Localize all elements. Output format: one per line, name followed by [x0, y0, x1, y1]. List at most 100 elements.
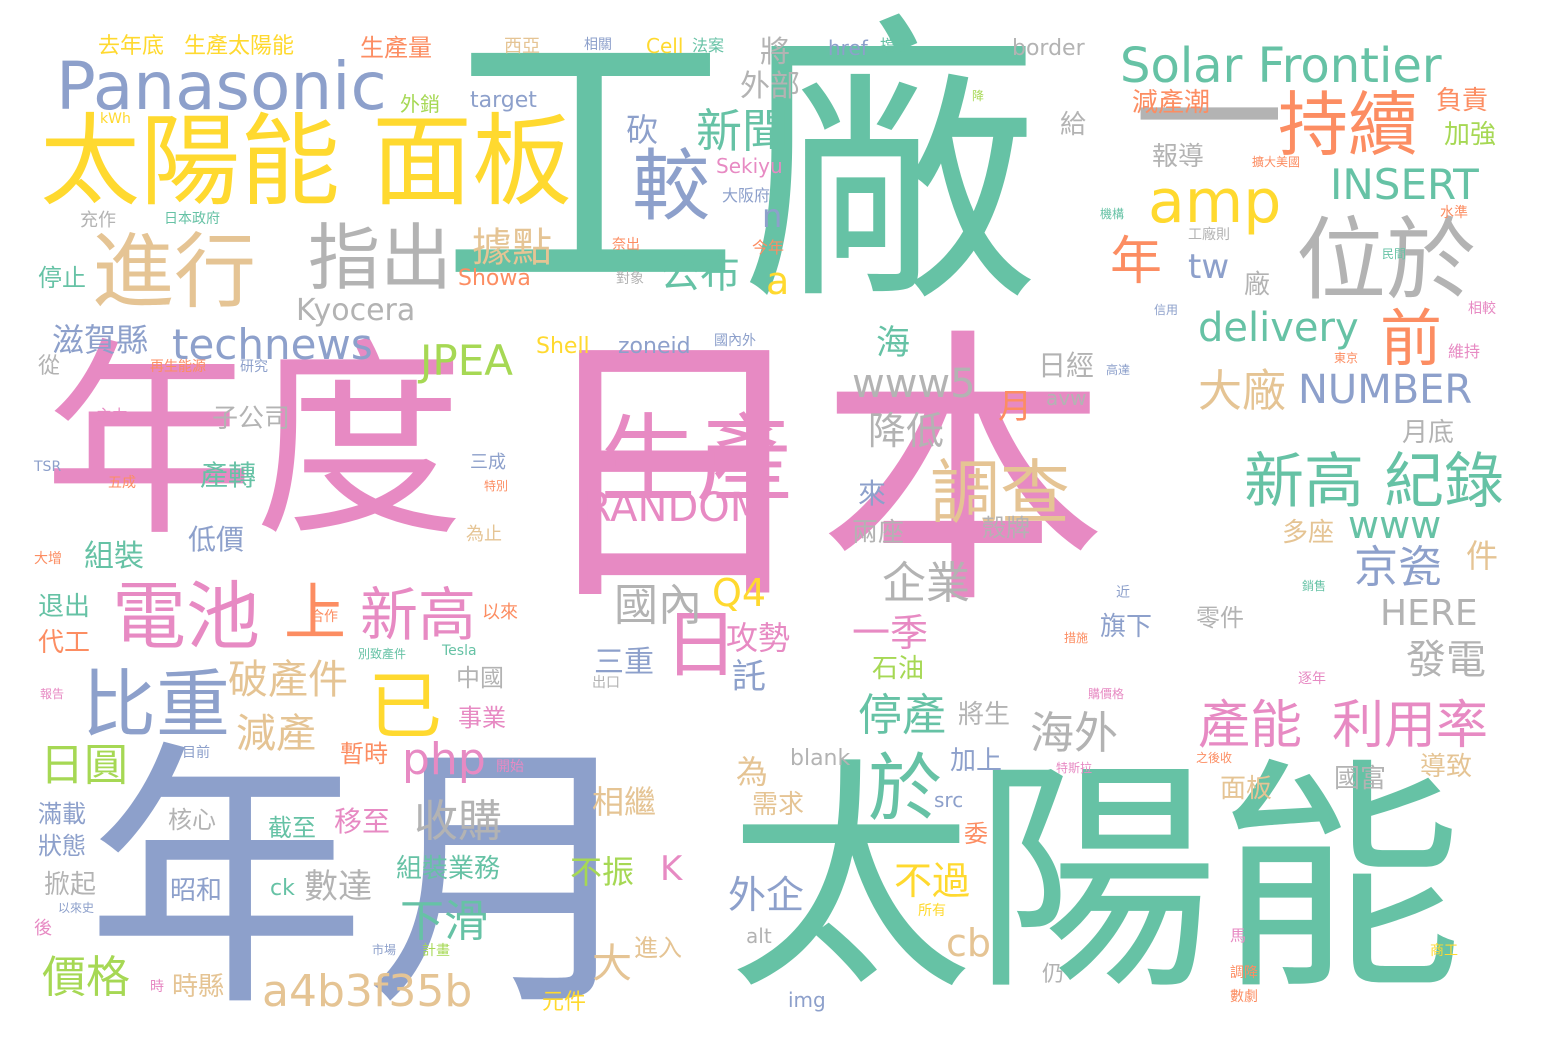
- word-panasonic: Panasonic: [56, 48, 387, 125]
- word-img: img: [788, 988, 826, 1012]
- word-amp: amp: [1148, 167, 1282, 237]
- word-sekiyu: Sekiyu: [716, 154, 783, 178]
- word-gaoda: 高達: [1106, 363, 1131, 377]
- word-qian: 前: [1380, 302, 1443, 375]
- word-shixian: 時縣: [172, 972, 225, 1002]
- word-gongchang: 工廠: [440, 0, 1040, 342]
- word-mianban-small: 面板: [1220, 774, 1273, 804]
- word-random: RANDOM: [584, 485, 765, 531]
- word-dachang: 大廠: [1198, 366, 1286, 417]
- word-number: NUMBER: [1298, 367, 1473, 413]
- word-jiezhi: 截至: [268, 814, 316, 842]
- word-nian: 年: [1110, 232, 1163, 292]
- word-buguo: 不過: [894, 859, 971, 903]
- word-yiji: 一季: [852, 611, 929, 655]
- word-xinyong: 信用: [1154, 303, 1179, 317]
- word-taiyangneng-large: 太陽能: [728, 738, 1463, 1023]
- word-wei: 為: [736, 753, 769, 791]
- word-gongchangze: 工廠則: [1188, 227, 1230, 243]
- word-xingao-green: 新高: [1244, 447, 1364, 517]
- word-target: target: [470, 88, 537, 113]
- word-chanzhuan: 產轉: [200, 459, 257, 492]
- word-shengchan: 生產: [600, 404, 792, 516]
- word-technews: technews: [172, 320, 373, 369]
- word-xinwen: 新聞: [696, 104, 788, 158]
- word-zuzhuang: 組裝: [84, 539, 144, 574]
- word-tuo: 託: [732, 657, 766, 697]
- word-gongbu: 公布: [660, 251, 740, 297]
- word-xianqi: 掀起: [44, 870, 97, 900]
- word-hou: 後: [34, 918, 52, 939]
- word-www5: www5: [852, 361, 976, 407]
- word-riyuan: 日圓: [40, 740, 128, 791]
- word-cell: Cell: [646, 34, 684, 58]
- word-channeng: 產能: [1198, 696, 1303, 756]
- word-niandu: 年度: [44, 320, 465, 565]
- word-jiage: 價格: [42, 952, 130, 1003]
- word-jiang-small: 降: [972, 89, 985, 103]
- word-jihua: 計畫: [422, 943, 450, 959]
- word-q4: Q4: [712, 571, 767, 615]
- word-diaocha: 調查: [930, 452, 1070, 534]
- word-tw: tw: [1188, 247, 1230, 287]
- word-riben: 日本: [528, 306, 1108, 643]
- word-baodao: 報導: [1152, 142, 1205, 172]
- word-jian: 件: [1466, 537, 1499, 575]
- word-zuzhuangyewu: 組裝業務: [396, 854, 501, 884]
- word-wucheng: 五成: [108, 475, 136, 491]
- word-waiqi: 外企: [728, 873, 805, 917]
- word-sanzhong: 三重: [594, 645, 654, 680]
- word-biezhichanjian: 別致產件: [358, 647, 407, 661]
- word-yilai: 以來: [482, 602, 518, 623]
- word-shiyou: 石油: [872, 654, 925, 684]
- word-guoneiwai: 國內外: [714, 333, 756, 349]
- word-muqian: 目前: [182, 745, 210, 761]
- word-zihexian: 滋賀縣: [52, 321, 149, 359]
- word-hai: 海: [876, 323, 910, 363]
- word-liangzuo: 兩座: [852, 518, 905, 548]
- word-faan: 法案: [692, 36, 725, 55]
- word-alt: alt: [746, 924, 772, 948]
- word-reng: 仍: [1042, 962, 1065, 987]
- word-yu: 於: [868, 746, 942, 832]
- word-jiangsheng: 將生: [958, 700, 1011, 730]
- word-hezuo: 合作: [310, 609, 338, 625]
- word-shi: 時: [150, 979, 164, 995]
- word-ribenzhengfu: 日本政府: [164, 211, 220, 227]
- word-xiaoshou: 銷售: [1302, 579, 1327, 593]
- word-tingzhi: 停止: [38, 264, 86, 292]
- word-zoneid: zoneid: [618, 334, 691, 359]
- word-taiyangneng: 太陽能: [40, 103, 340, 220]
- word-guonei: 國內: [614, 580, 702, 631]
- word-ck: ck: [270, 876, 295, 901]
- word-daozhi: 導致: [1420, 752, 1473, 782]
- word-delivery: delivery: [1198, 305, 1359, 351]
- word-n: n: [762, 197, 783, 235]
- word-xuqiu: 需求: [752, 790, 805, 820]
- word-tsr: TSR: [34, 459, 62, 475]
- word-cb: cb: [946, 921, 992, 965]
- word-shuju: 數劇: [1230, 989, 1258, 1005]
- word-href: href: [828, 36, 868, 60]
- word-jiaqiang: 加強: [1444, 120, 1497, 150]
- word-shuizhun: 水準: [1440, 205, 1468, 221]
- word-zhuangtai: 狀態: [38, 832, 86, 860]
- word-xiya: 西亞: [504, 36, 540, 57]
- word-dangshou: 擋手: [880, 36, 913, 55]
- word-chang: 廠: [1244, 270, 1271, 300]
- word-shougou: 收購: [414, 796, 502, 847]
- word-jingci: 京瓷: [1354, 542, 1442, 593]
- word-yilaishi: 以來史: [58, 901, 95, 915]
- word-shichang: 市場: [372, 943, 397, 957]
- word-shanggong: 商工: [1430, 943, 1458, 959]
- word-kaishi: 開始: [496, 759, 524, 775]
- word-jiangdi: 降低: [868, 409, 945, 453]
- word-pochanjian: 破產件: [228, 657, 348, 703]
- word-avw: avw: [1046, 386, 1087, 410]
- word-yuanjian: 元件: [542, 990, 587, 1015]
- word-k: K: [660, 849, 683, 889]
- word-insert: INSERT: [1330, 160, 1479, 209]
- word-weichi: 維持: [1448, 342, 1481, 361]
- word-dazeng: 大增: [34, 551, 62, 567]
